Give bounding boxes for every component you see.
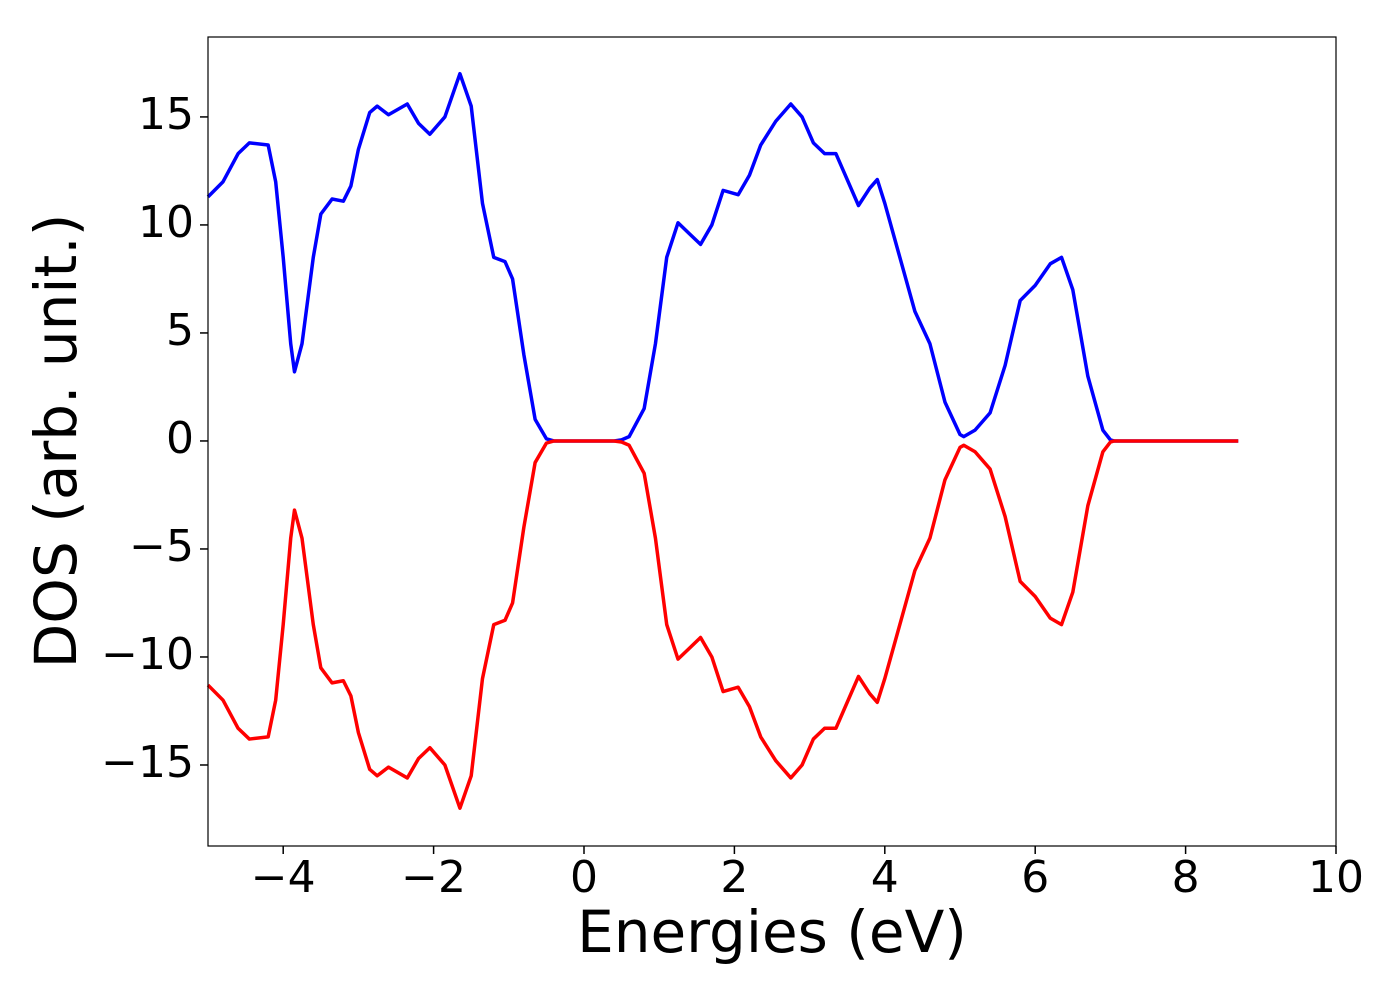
- plot-frame: [207, 36, 1337, 847]
- x-tick-label: 10: [1308, 852, 1364, 903]
- y-tick-label: −15: [101, 737, 194, 788]
- y-tick-label: −5: [129, 521, 194, 572]
- x-tick-label: 2: [720, 852, 748, 903]
- x-tick-label: −2: [401, 852, 466, 903]
- y-tick-label: 5: [166, 305, 194, 356]
- y-tick-label: 10: [138, 197, 194, 248]
- y-tick-label: −10: [101, 629, 194, 680]
- x-tick-label: 4: [871, 852, 899, 903]
- line-series: [206, 439, 1239, 810]
- x-tick-label: 8: [1172, 852, 1200, 903]
- x-tick-label: 0: [570, 852, 598, 903]
- line-series: [206, 71, 1239, 443]
- x-tick-label: 6: [1021, 852, 1049, 903]
- y-tick-label: 0: [166, 413, 194, 464]
- x-axis-label: Energies (eV): [577, 898, 967, 966]
- x-tick-label: −4: [251, 852, 316, 903]
- y-axis-label: DOS (arb. unit.): [22, 214, 90, 669]
- y-tick-label: 15: [138, 89, 194, 140]
